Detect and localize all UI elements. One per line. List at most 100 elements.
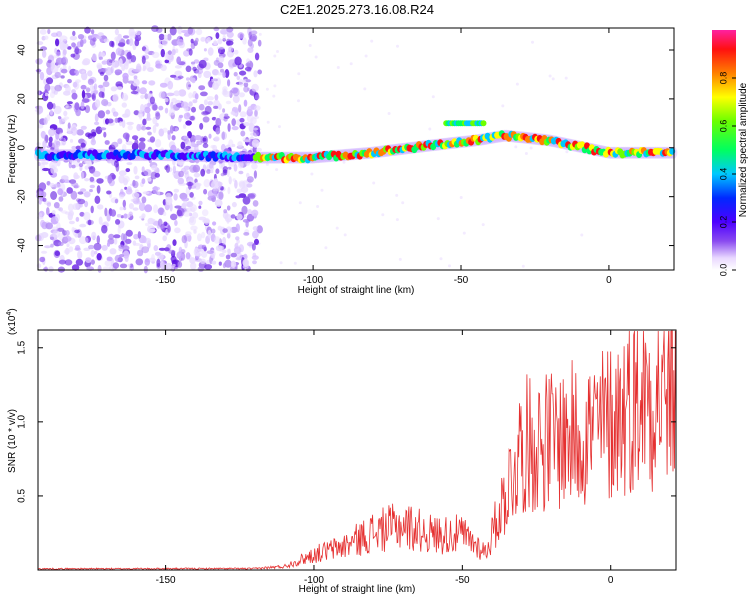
noise-blob bbox=[152, 104, 158, 111]
noise-blob bbox=[75, 145, 82, 150]
noise-blob bbox=[222, 34, 226, 42]
noise-blob bbox=[110, 51, 116, 61]
noise-blob bbox=[163, 221, 168, 227]
noise-blob bbox=[190, 38, 194, 44]
noise-blob bbox=[222, 90, 231, 98]
snr-y-axis-label: SNR (10 * v/v) bbox=[7, 409, 18, 473]
noise-blob bbox=[151, 25, 159, 32]
noise-blob bbox=[164, 247, 170, 252]
noise-blob bbox=[236, 252, 243, 260]
noise-blob bbox=[101, 60, 108, 65]
noise-blob bbox=[97, 204, 104, 210]
noise-blob bbox=[219, 28, 228, 35]
noise-blob bbox=[68, 246, 74, 252]
noise-blob bbox=[78, 163, 84, 168]
noise-blob bbox=[217, 38, 223, 45]
noise-blob bbox=[70, 53, 76, 58]
noise-blob bbox=[195, 182, 199, 186]
noise-blob bbox=[70, 126, 78, 136]
noise-blob bbox=[238, 92, 245, 98]
noise-blob bbox=[121, 102, 128, 108]
noise-blob bbox=[235, 195, 242, 199]
noise-blob bbox=[48, 141, 53, 148]
noise-blob bbox=[88, 166, 94, 170]
noise-blob bbox=[177, 75, 184, 79]
noise-blob bbox=[123, 213, 128, 219]
noise-blob bbox=[236, 75, 241, 81]
noise-blob bbox=[232, 87, 240, 97]
noise-blob bbox=[202, 137, 207, 142]
noise-blob bbox=[252, 260, 257, 265]
noise-blob bbox=[431, 95, 435, 99]
noise-blob bbox=[213, 187, 218, 196]
noise-blob bbox=[106, 213, 111, 222]
noise-blob bbox=[188, 92, 193, 99]
noise-blob bbox=[190, 225, 198, 231]
noise-blob bbox=[124, 186, 128, 190]
noise-blob bbox=[206, 36, 211, 43]
noise-blob bbox=[141, 196, 147, 204]
noise-blob bbox=[42, 50, 47, 58]
noise-blob bbox=[234, 242, 239, 250]
noise-blob bbox=[127, 80, 134, 84]
noise-blob bbox=[349, 62, 353, 66]
noise-blob bbox=[66, 101, 73, 105]
noise-blob bbox=[251, 243, 256, 251]
noise-blob bbox=[185, 252, 191, 260]
noise-blob bbox=[116, 213, 122, 218]
noise-blob bbox=[189, 115, 195, 121]
noise-blob bbox=[125, 229, 133, 237]
noise-blob bbox=[127, 263, 131, 267]
noise-blob bbox=[103, 131, 107, 138]
noise-blob bbox=[243, 99, 248, 107]
noise-blob bbox=[109, 40, 114, 47]
noise-blob bbox=[44, 245, 52, 249]
noise-blob bbox=[370, 39, 374, 43]
noise-blob bbox=[46, 181, 51, 186]
noise-blob bbox=[188, 101, 193, 107]
y-tick-label: 0.5 bbox=[17, 489, 28, 503]
noise-blob bbox=[55, 213, 60, 222]
noise-blob bbox=[246, 176, 254, 183]
noise-blob bbox=[42, 197, 47, 202]
noise-blob bbox=[58, 259, 67, 265]
noise-blob bbox=[89, 189, 93, 193]
noise-blob bbox=[185, 120, 192, 126]
noise-blob bbox=[180, 141, 186, 150]
noise-blob bbox=[220, 173, 225, 177]
x-tick-label: -150 bbox=[155, 275, 175, 286]
noise-blob bbox=[118, 174, 125, 184]
noise-blob bbox=[96, 235, 101, 245]
noise-blob bbox=[251, 83, 259, 92]
noise-blob bbox=[249, 122, 254, 127]
noise-blob bbox=[211, 260, 217, 265]
noise-blob bbox=[169, 26, 177, 36]
noise-blob bbox=[62, 49, 67, 56]
noise-blob bbox=[149, 136, 156, 143]
noise-blob bbox=[49, 109, 54, 116]
noise-blob bbox=[97, 32, 104, 37]
noise-blob bbox=[173, 90, 180, 97]
y-tick-label: 40 bbox=[17, 44, 28, 56]
noise-blob bbox=[220, 68, 225, 73]
noise-blob bbox=[47, 59, 52, 64]
noise-blob bbox=[173, 193, 178, 201]
noise-blob bbox=[222, 71, 226, 78]
noise-blob bbox=[123, 206, 127, 211]
noise-blob bbox=[183, 210, 191, 217]
noise-blob bbox=[158, 91, 166, 99]
noise-blob bbox=[171, 260, 178, 264]
noise-blob bbox=[141, 246, 150, 254]
noise-blob bbox=[60, 75, 65, 79]
noise-blob bbox=[54, 84, 62, 92]
noise-blob bbox=[564, 76, 568, 80]
snr-frame bbox=[37, 329, 677, 571]
noise-blob bbox=[84, 158, 91, 165]
noise-blob bbox=[39, 256, 46, 263]
noise-blob bbox=[53, 90, 58, 95]
noise-blob bbox=[90, 138, 97, 146]
noise-blob bbox=[132, 180, 139, 189]
noise-blob bbox=[84, 105, 91, 114]
noise-blob bbox=[59, 41, 66, 51]
noise-blob bbox=[165, 164, 171, 173]
